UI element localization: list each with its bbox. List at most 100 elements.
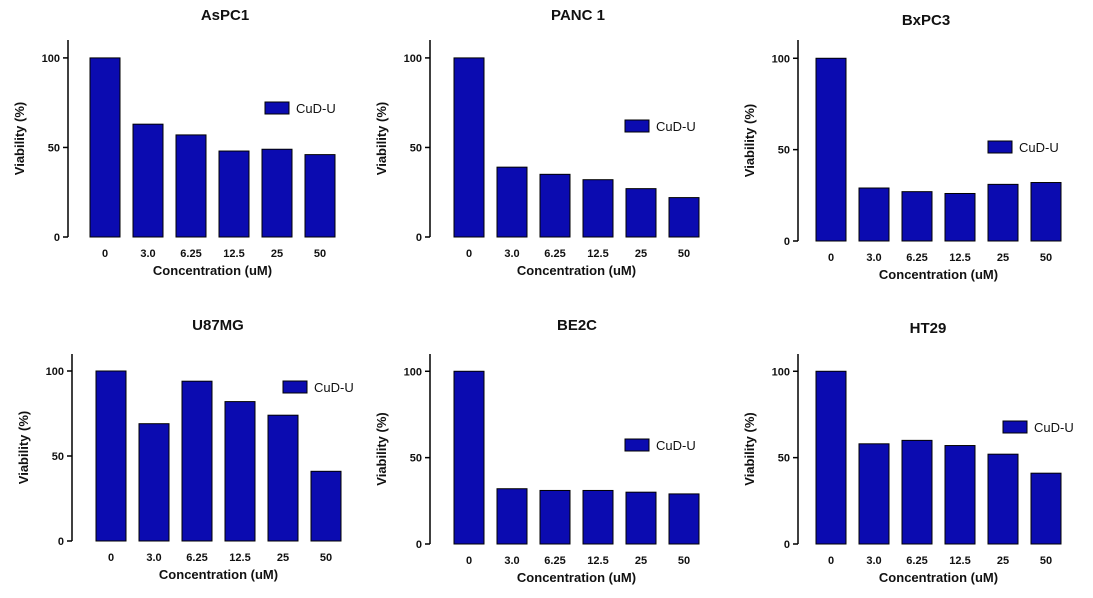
bar	[539, 173, 571, 238]
x-tick-label: 6.25	[544, 248, 565, 260]
bar	[132, 123, 164, 238]
y-tick-label: 0	[58, 536, 64, 548]
chart-panel: AsPC1 0 50 100 Viability (%) 0 3.0 6.25 12.5 25 50…	[0, 0, 360, 300]
bar	[987, 183, 1019, 242]
x-tick-label: 50	[678, 555, 690, 567]
x-tick-label: 0	[108, 552, 114, 564]
legend-label: CuD-U	[1034, 420, 1074, 435]
bar	[582, 179, 614, 238]
y-tick-label: 100	[46, 366, 64, 378]
x-tick-label: 6.25	[906, 252, 927, 264]
chart-svg: AsPC1 0 50 100 Viability (%) 0 3.0 6.25 12.5 25 50…	[12, 7, 336, 278]
bar	[224, 401, 256, 542]
x-tick-label: 3.0	[504, 248, 519, 260]
bar	[496, 488, 528, 545]
bar	[453, 370, 485, 545]
legend-swatch	[987, 140, 1013, 154]
y-tick-label: 0	[54, 232, 60, 244]
bar	[582, 489, 614, 545]
bar	[267, 414, 299, 542]
x-tick-label: 25	[997, 555, 1009, 567]
x-tick-label: 6.25	[544, 555, 565, 567]
bar	[89, 57, 121, 238]
x-tick-label: 6.25	[180, 248, 201, 260]
x-axis-label: Concentration (uM)	[517, 570, 636, 585]
x-axis-label: Concentration (uM)	[153, 263, 272, 278]
legend-label: CuD-U	[296, 101, 336, 116]
bar	[453, 57, 485, 238]
x-axis-label: Concentration (uM)	[517, 263, 636, 278]
y-tick-label: 50	[778, 145, 790, 157]
chart-title: AsPC1	[201, 7, 249, 24]
chart-svg: PANC 1 0 50 100 Viability (%) 0 3.0 6.25 12.5 25 5…	[374, 7, 700, 278]
x-tick-label: 25	[277, 552, 289, 564]
legend-swatch	[1002, 420, 1028, 434]
chart-panel: PANC 1 0 50 100 Viability (%) 0 3.0 6.25 12.5 25 5…	[360, 0, 730, 300]
x-tick-label: 0	[466, 248, 472, 260]
x-tick-label: 3.0	[866, 252, 881, 264]
x-axis-label: Concentration (uM)	[879, 267, 998, 282]
bar	[668, 493, 700, 545]
legend-swatch	[624, 119, 650, 133]
chart-svg: U87MG 0 50 100 Viability (%) 0 3.0 6.25 12.5 25 50…	[16, 317, 354, 582]
x-tick-label: 50	[1040, 252, 1052, 264]
y-tick-label: 100	[42, 53, 60, 65]
bar	[175, 134, 207, 238]
y-tick-label: 100	[772, 366, 790, 378]
x-tick-label: 0	[828, 555, 834, 567]
x-tick-label: 12.5	[229, 552, 250, 564]
y-tick-label: 0	[784, 236, 790, 248]
bar	[944, 192, 976, 242]
x-tick-label: 50	[320, 552, 332, 564]
bar	[181, 380, 213, 542]
y-tick-label: 0	[784, 539, 790, 551]
y-axis-label: Viability (%)	[374, 412, 389, 485]
x-tick-label: 12.5	[587, 248, 608, 260]
chart-panel: U87MG 0 50 100 Viability (%) 0 3.0 6.25 12.5 25 50…	[0, 304, 360, 598]
chart-panel: BE2C 0 50 100 Viability (%) 0 3.0 6.25 12.5 25 50 C…	[360, 304, 730, 598]
bar	[138, 423, 170, 542]
legend-label: CuD-U	[314, 380, 354, 395]
x-tick-label: 3.0	[146, 552, 161, 564]
y-tick-label: 50	[778, 453, 790, 465]
chart-svg: HT29 0 50 100 Viability (%) 0 3.0 6.25 12.5 25 50 C…	[742, 320, 1074, 585]
chart-panel: HT29 0 50 100 Viability (%) 0 3.0 6.25 12.5 25 50 C…	[730, 304, 1093, 598]
x-tick-label: 3.0	[866, 555, 881, 567]
legend-label: CuD-U	[656, 438, 696, 453]
bar	[1030, 182, 1062, 242]
y-axis-label: Viability (%)	[742, 104, 757, 177]
y-axis-label: Viability (%)	[374, 102, 389, 175]
x-tick-label: 25	[997, 252, 1009, 264]
x-tick-label: 6.25	[186, 552, 207, 564]
bar	[625, 188, 657, 238]
bar	[95, 370, 127, 542]
y-tick-label: 50	[410, 453, 422, 465]
chart-svg: BE2C 0 50 100 Viability (%) 0 3.0 6.25 12.5 25 50 C…	[374, 317, 700, 585]
y-tick-label: 50	[410, 142, 422, 154]
x-tick-label: 0	[828, 252, 834, 264]
chart-title: BE2C	[557, 317, 597, 334]
y-tick-label: 100	[404, 53, 422, 65]
x-tick-label: 50	[678, 248, 690, 260]
bar	[815, 57, 847, 242]
chart-title: BxPC3	[902, 12, 950, 29]
y-axis-label: Viability (%)	[16, 411, 31, 484]
legend-swatch	[264, 101, 290, 115]
y-axis-label: Viability (%)	[12, 102, 27, 175]
x-tick-label: 3.0	[504, 555, 519, 567]
chart-title: HT29	[910, 320, 947, 337]
x-tick-label: 12.5	[949, 252, 970, 264]
x-tick-label: 50	[1040, 555, 1052, 567]
x-tick-label: 12.5	[587, 555, 608, 567]
x-axis-label: Concentration (uM)	[879, 570, 998, 585]
bar	[539, 489, 571, 545]
bar	[261, 148, 293, 238]
x-axis-label: Concentration (uM)	[159, 567, 278, 582]
y-tick-label: 0	[416, 232, 422, 244]
legend-swatch	[282, 380, 308, 394]
y-tick-label: 100	[772, 53, 790, 65]
x-tick-label: 0	[466, 555, 472, 567]
bar	[858, 443, 890, 545]
bar	[668, 197, 700, 238]
